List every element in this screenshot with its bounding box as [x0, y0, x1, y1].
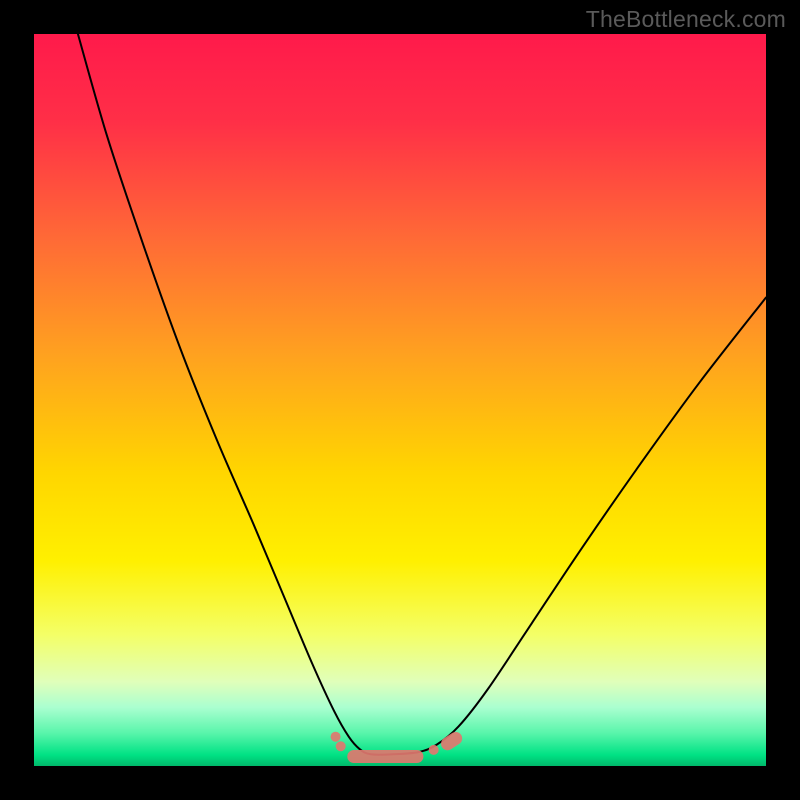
bottleneck-chart-svg: [0, 0, 800, 800]
marker-dot-0: [331, 732, 341, 742]
marker-dot-1: [336, 741, 346, 751]
watermark-text: TheBottleneck.com: [586, 6, 786, 33]
chart-frame: TheBottleneck.com: [0, 0, 800, 800]
gradient-plot-area: [34, 34, 766, 766]
marker-dot-2: [429, 745, 439, 755]
optimal-pill: [347, 750, 423, 763]
